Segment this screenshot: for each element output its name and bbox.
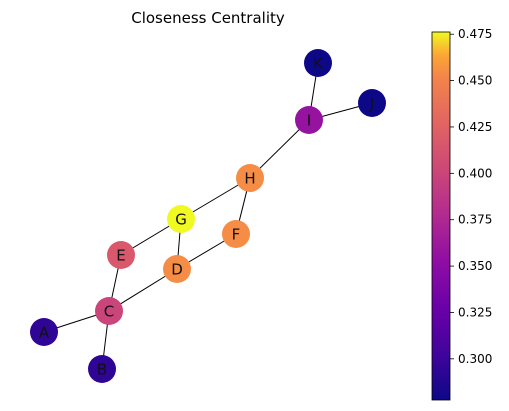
colorbar-tick-label: 0.425 — [458, 120, 492, 134]
colorbar-tick-label: 0.350 — [458, 259, 492, 273]
node-I-circle — [295, 106, 323, 134]
node-K-label: K — [313, 55, 324, 73]
node-J-label: J — [369, 95, 374, 113]
node-C: C — [95, 297, 123, 325]
colorbar-tick-label: 0.375 — [458, 213, 492, 227]
edges-layer — [43, 62, 373, 370]
node-C-label: C — [104, 303, 114, 321]
node-F-label: F — [232, 226, 241, 244]
node-H: H — [236, 164, 264, 192]
colorbar-tick-label: 0.325 — [458, 305, 492, 319]
node-B: B — [88, 355, 116, 383]
node-E: E — [107, 241, 135, 269]
colorbar-ticks: 0.300 0.325 0.350 0.375 0.400 0.425 0.450 0.475 — [450, 27, 492, 366]
node-K: K — [304, 49, 332, 77]
colorbar-tick-label: 0.300 — [458, 352, 492, 366]
node-C-circle — [95, 297, 123, 325]
node-K-circle — [304, 49, 332, 77]
node-D-label: D — [171, 261, 183, 279]
node-G-circle — [167, 205, 195, 233]
node-F: F — [222, 220, 250, 248]
colorbar-gradient — [432, 32, 450, 400]
node-A: A — [30, 318, 58, 346]
node-D-circle — [163, 255, 191, 283]
node-D: D — [163, 255, 191, 283]
node-E-circle — [107, 241, 135, 269]
node-G-label: G — [175, 211, 187, 229]
node-F-circle — [222, 220, 250, 248]
node-B-label: B — [97, 361, 107, 379]
nodes-layer: K J I H G F E D C A B — [30, 49, 386, 383]
colorbar-frame — [431, 31, 451, 401]
node-H-label: H — [244, 170, 255, 188]
colorbar-tick-label: 0.475 — [458, 27, 492, 41]
node-G: G — [167, 205, 195, 233]
chart-title: Closeness Centrality — [131, 9, 285, 27]
node-A-label: A — [39, 324, 50, 342]
colorbar: 0.300 0.325 0.350 0.375 0.400 0.425 0.450 0.475 — [431, 27, 492, 401]
node-J-circle — [358, 89, 386, 117]
node-J: J — [358, 89, 386, 117]
node-I: I — [295, 106, 323, 134]
node-B-circle — [88, 355, 116, 383]
colorbar-tick-label: 0.400 — [458, 166, 492, 180]
colorbar-tick-label: 0.450 — [458, 74, 492, 88]
node-I-label: I — [307, 112, 311, 130]
node-A-circle — [30, 318, 58, 346]
node-E-label: E — [116, 247, 125, 265]
node-H-circle — [236, 164, 264, 192]
